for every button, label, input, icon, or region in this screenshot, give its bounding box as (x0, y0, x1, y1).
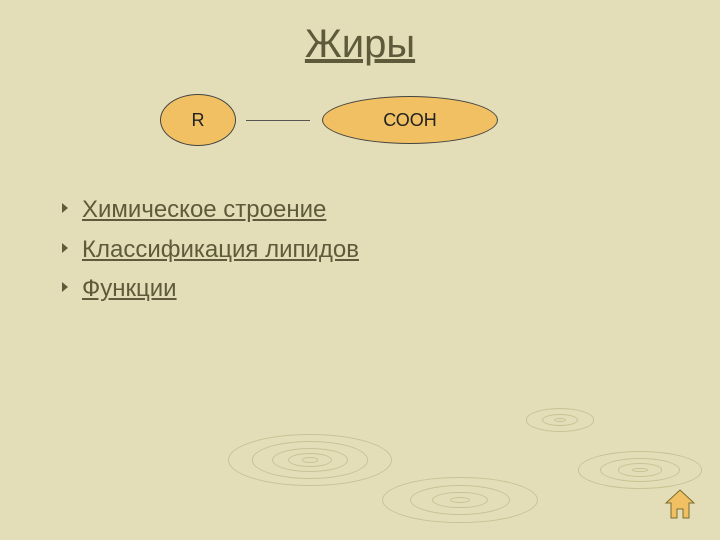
bullet-item[interactable]: Химическое строение (62, 190, 359, 230)
home-icon (662, 486, 698, 522)
bullet-item[interactable]: Функции (62, 269, 359, 309)
cooh-node-label: СООН (383, 110, 437, 131)
bullet-item[interactable]: Классификация липидов (62, 230, 359, 270)
home-button[interactable] (662, 486, 698, 522)
cooh-node: СООН (322, 96, 498, 144)
ripple-ring (382, 477, 538, 524)
r-node-label: R (192, 110, 205, 131)
slide: Жиры R СООН Химическое строение Классифика… (0, 0, 720, 540)
molecule-diagram: R СООН (160, 90, 520, 160)
bullet-item-label: Функции (82, 275, 177, 302)
bullet-list: Химическое строение Классификация липидов… (62, 190, 359, 309)
ripple-ring (578, 451, 702, 488)
ripple-ring (526, 408, 594, 431)
page-title: Жиры (0, 22, 720, 67)
bullet-item-label: Классификация липидов (82, 236, 359, 263)
r-node: R (160, 94, 236, 146)
connector-line (246, 120, 310, 121)
ripple-ring (228, 434, 392, 486)
bullet-item-label: Химическое строение (82, 196, 326, 223)
